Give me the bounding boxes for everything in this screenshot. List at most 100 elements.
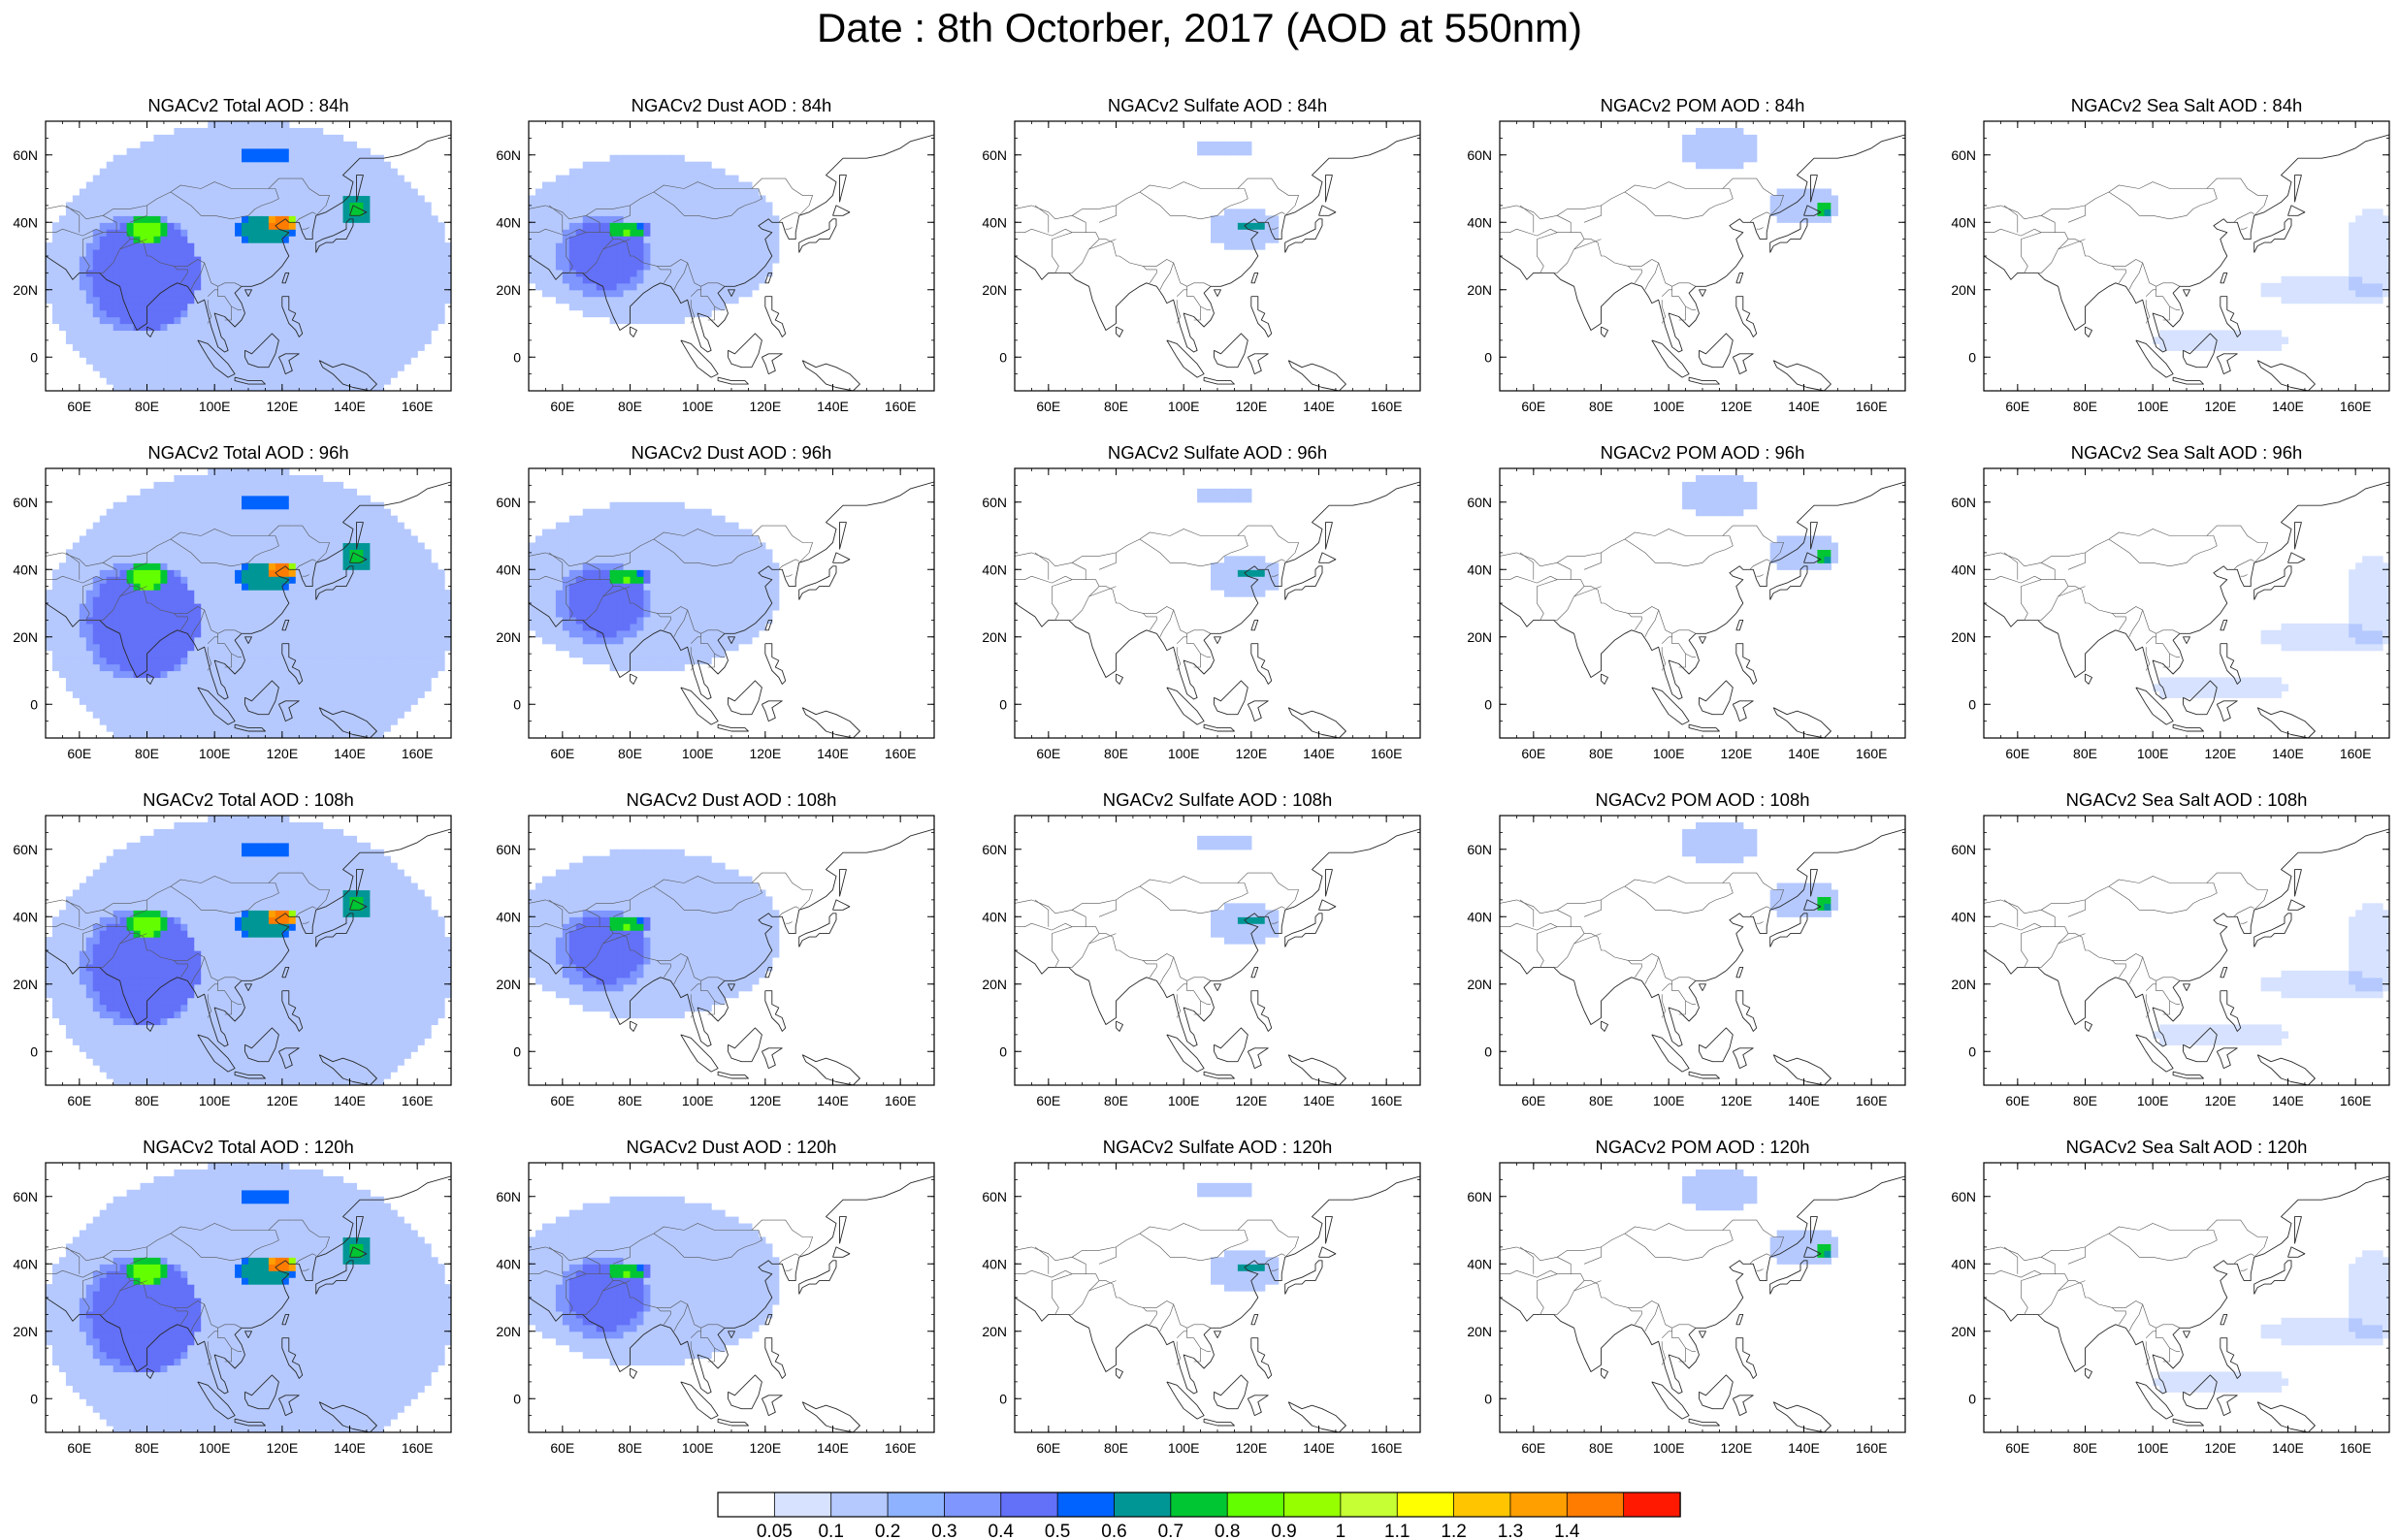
- aod-cell: [79, 663, 87, 672]
- aod-cell: [153, 677, 162, 685]
- aod-cell: [174, 154, 181, 163]
- aod-cell: [677, 262, 685, 271]
- country-border: [1159, 262, 1174, 290]
- aod-cell: [214, 596, 222, 604]
- aod-cell: [664, 195, 671, 203]
- aod-cell: [235, 303, 243, 311]
- aod-cell: [187, 229, 195, 237]
- aod-cell: [711, 275, 719, 284]
- aod-cell: [113, 350, 121, 358]
- aod-cell: [194, 690, 202, 698]
- aod-cell: [1264, 236, 1273, 243]
- aod-cell: [174, 309, 181, 318]
- aod-cell: [235, 596, 243, 604]
- aod-cell: [684, 256, 692, 264]
- aod-cell: [187, 377, 195, 385]
- aod-cell: [261, 731, 270, 738]
- aod-cell: [187, 343, 195, 351]
- aod-cell: [201, 303, 209, 311]
- aod-cell: [254, 677, 263, 685]
- aod-cell: [704, 168, 712, 176]
- aod-cell: [160, 289, 168, 298]
- aod-cell: [636, 269, 645, 277]
- aod-cell: [261, 222, 270, 230]
- aod-cell: [275, 249, 283, 257]
- aod-cell: [356, 309, 365, 318]
- aod-cell: [248, 127, 256, 136]
- aod-cell: [126, 330, 135, 337]
- aod-cell: [214, 236, 222, 243]
- aod-cell: [650, 222, 658, 230]
- aod-cell: [106, 175, 114, 183]
- aod-cell: [146, 603, 155, 611]
- aod-cell: [174, 330, 181, 337]
- aod-cell: [356, 209, 365, 216]
- aod-cell: [119, 711, 128, 719]
- aod-cell: [167, 569, 175, 577]
- aod-cell: [174, 303, 181, 311]
- aod-cell: [146, 236, 155, 243]
- aod-cell: [126, 309, 135, 318]
- aod-cell: [248, 134, 256, 143]
- aod-cell: [126, 154, 135, 163]
- aod-cell: [167, 677, 175, 685]
- aod-cell: [201, 650, 209, 658]
- aod-cell: [113, 202, 121, 209]
- aod-cell: [711, 269, 719, 277]
- aod-cell: [133, 629, 142, 638]
- aod-cell: [235, 134, 243, 143]
- aod-cell: [208, 141, 215, 149]
- aod-cell: [126, 670, 135, 679]
- x-tick-label: 120E: [2204, 399, 2236, 414]
- aod-cell: [657, 229, 665, 237]
- aod-cell: [242, 195, 249, 203]
- aod-cell: [410, 195, 418, 203]
- aod-cell: [1264, 215, 1273, 223]
- country-border: [1537, 239, 1585, 273]
- aod-cell: [609, 275, 618, 284]
- aod-cell: [208, 357, 215, 365]
- aod-cell: [2376, 222, 2383, 230]
- aod-cell: [535, 202, 543, 209]
- aod-cell: [254, 650, 263, 658]
- aod-cell: [201, 364, 209, 371]
- aod-cell: [51, 229, 60, 237]
- aod-cell: [541, 289, 550, 298]
- aod-cell: [2173, 337, 2181, 344]
- aod-cell: [2376, 289, 2383, 298]
- aod-cell: [261, 697, 270, 705]
- aod-cell: [208, 269, 215, 277]
- aod-cell: [2335, 282, 2343, 291]
- coastline: [2287, 205, 2306, 216]
- aod-cell: [404, 275, 411, 284]
- aod-cell: [691, 282, 698, 291]
- aod-cell: [1729, 134, 1737, 143]
- aod-cell: [383, 282, 391, 291]
- aod-cell: [691, 256, 698, 264]
- aod-cell: [248, 677, 256, 685]
- aod-cell: [718, 168, 726, 176]
- aod-cell: [228, 147, 236, 156]
- aod-cell: [302, 384, 310, 391]
- aod-cell: [575, 195, 584, 203]
- aod-cell: [555, 209, 564, 216]
- aod-cell: [718, 188, 726, 197]
- aod-cell: [1204, 141, 1212, 149]
- aod-cell: [106, 343, 114, 351]
- aod-cell: [575, 229, 584, 237]
- aod-cell: [228, 609, 236, 618]
- aod-cell: [376, 357, 384, 365]
- aod-cell: [417, 229, 425, 237]
- aod-cell: [376, 337, 384, 344]
- aod-cell: [342, 370, 351, 378]
- aod-cell: [242, 316, 249, 325]
- aod-cell: [295, 384, 304, 391]
- aod-cell: [208, 175, 215, 183]
- aod-cell: [46, 289, 53, 298]
- aod-cell: [575, 188, 584, 197]
- aod-cell: [315, 236, 324, 243]
- aod-cell: [295, 296, 304, 305]
- aod-cell: [670, 195, 678, 203]
- aod-cell: [281, 309, 290, 318]
- aod-cell: [711, 215, 719, 223]
